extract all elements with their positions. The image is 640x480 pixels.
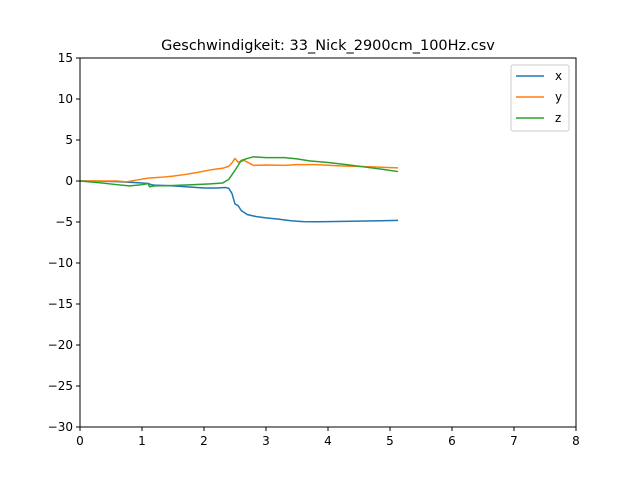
y-axis: −30 −25 −20 −15 −10 −5 0 5 10 15 xyxy=(48,51,80,434)
y-tick-label: −25 xyxy=(48,379,73,393)
x-tick-label: 1 xyxy=(138,434,146,448)
x-tick-label: 3 xyxy=(262,434,270,448)
y-tick-label: 0 xyxy=(65,174,73,188)
y-tick-label: −5 xyxy=(55,215,73,229)
chart-title: Geschwindigkeit: 33_Nick_2900cm_100Hz.cs… xyxy=(161,38,495,54)
y-tick-label: 5 xyxy=(65,133,73,147)
legend-box xyxy=(510,64,570,132)
series-line-y xyxy=(80,157,399,183)
y-tick-label: 10 xyxy=(58,92,73,106)
series-line-z xyxy=(79,156,399,188)
legend-label-y: y xyxy=(555,90,562,104)
x-tick-label: 7 xyxy=(510,434,518,448)
x-axis: 0 1 2 3 4 5 6 7 8 xyxy=(76,427,580,448)
x-tick-label: 5 xyxy=(386,434,394,448)
y-tick-label: −15 xyxy=(48,297,73,311)
legend: xyz xyxy=(510,64,570,132)
x-tick-label: 0 xyxy=(76,434,84,448)
legend-label-x: x xyxy=(555,69,562,83)
series-line-x xyxy=(79,180,399,223)
y-tick-label: −10 xyxy=(48,256,73,270)
x-tick-label: 6 xyxy=(448,434,456,448)
x-tick-label: 2 xyxy=(200,434,208,448)
y-tick-label: −30 xyxy=(48,420,73,434)
series-group xyxy=(79,156,399,223)
x-tick-label: 4 xyxy=(324,434,332,448)
legend-label-z: z xyxy=(555,111,561,125)
y-tick-label: −20 xyxy=(48,338,73,352)
x-tick-label: 8 xyxy=(572,434,580,448)
y-tick-label: 15 xyxy=(58,51,73,65)
